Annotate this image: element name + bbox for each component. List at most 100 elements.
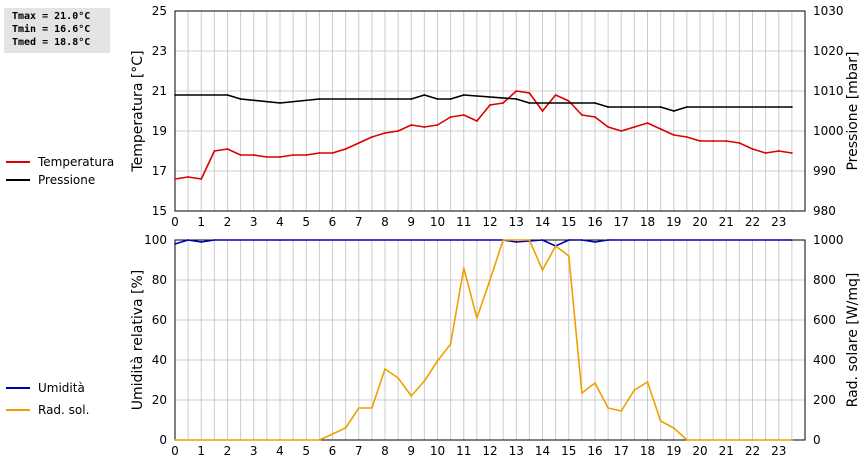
data-point-temperatura bbox=[252, 154, 255, 156]
data-point-temperatura bbox=[423, 126, 426, 128]
legend-label-rad-sol: Rad. sol. bbox=[38, 403, 89, 417]
data-point-pressione bbox=[449, 98, 452, 100]
data-point-temperatura bbox=[187, 176, 190, 178]
data-point-rad-sol bbox=[633, 389, 636, 391]
data-point-umidita bbox=[515, 241, 518, 243]
y-tick-label-left: 40 bbox=[152, 353, 167, 367]
data-point-temperatura bbox=[502, 102, 505, 104]
series-line-rad-sol bbox=[175, 239, 792, 441]
data-point-pressione bbox=[607, 106, 610, 108]
data-point-temperatura bbox=[475, 120, 478, 122]
y-tick-label-right: 980 bbox=[813, 204, 836, 218]
x-tick-label: 11 bbox=[456, 215, 471, 229]
data-point-pressione bbox=[423, 94, 426, 96]
x-tick-label: 0 bbox=[171, 215, 179, 229]
data-point-umidita bbox=[200, 241, 203, 243]
x-tick-label: 10 bbox=[430, 215, 445, 229]
data-point-temperatura bbox=[620, 130, 623, 132]
x-tick-label: 15 bbox=[561, 444, 576, 458]
data-point-temperatura bbox=[239, 154, 242, 156]
y-axis-title-right: Rad. solare [W/mq] bbox=[845, 273, 860, 408]
data-point-temperatura bbox=[751, 148, 754, 150]
data-point-temperatura bbox=[712, 140, 715, 142]
data-point-umidita bbox=[187, 239, 190, 241]
data-point-pressione bbox=[672, 110, 675, 112]
x-tick-label: 22 bbox=[745, 444, 760, 458]
data-point-umidita bbox=[790, 239, 793, 241]
data-point-temperatura bbox=[580, 114, 583, 116]
data-point-rad-sol bbox=[659, 420, 662, 422]
data-point-temperatura bbox=[200, 178, 203, 180]
x-tick-label: 6 bbox=[329, 444, 337, 458]
x-tick-label: 13 bbox=[509, 444, 524, 458]
data-point-rad-sol bbox=[489, 279, 491, 281]
data-point-rad-sol bbox=[699, 439, 701, 441]
x-tick-label: 17 bbox=[614, 444, 629, 458]
y-tick-label-left: 0 bbox=[159, 433, 167, 447]
y-tick-label-right: 200 bbox=[813, 393, 836, 407]
data-point-pressione bbox=[515, 98, 518, 100]
data-point-pressione bbox=[174, 94, 176, 96]
data-point-temperatura bbox=[318, 152, 321, 154]
legend-label-umidita: Umidità bbox=[38, 381, 85, 395]
tmed-text: Tmed = 18.8°C bbox=[12, 37, 91, 48]
x-tick-label: 4 bbox=[276, 215, 284, 229]
data-point-rad-sol bbox=[607, 407, 610, 409]
x-tick-label: 19 bbox=[666, 215, 681, 229]
y-tick-label-right: 400 bbox=[813, 353, 836, 367]
y-tick-label-right: 1000 bbox=[813, 233, 844, 247]
data-point-temperatura bbox=[279, 156, 281, 158]
data-point-rad-sol bbox=[475, 317, 478, 319]
data-point-temperatura bbox=[331, 152, 334, 154]
data-point-temperatura bbox=[410, 124, 413, 126]
data-point-rad-sol bbox=[554, 245, 557, 247]
humidity-solar-chart: 0 1 2 3 4 5 6 7 8 9 10 11 12 13 14 15 16 17 18 19 20 21 22 2302… bbox=[6, 233, 860, 458]
x-tick-label: 9 bbox=[407, 215, 415, 229]
data-point-temperatura bbox=[567, 100, 570, 102]
series-line-pressione bbox=[175, 94, 792, 112]
y-tick-label-right: 1030 bbox=[813, 4, 844, 18]
x-tick-label: 21 bbox=[719, 444, 734, 458]
data-point-pressione bbox=[594, 102, 596, 104]
x-tick-label: 1 bbox=[197, 215, 205, 229]
y-axis-title-left: Temperatura [°C] bbox=[130, 50, 146, 172]
x-tick-label: 20 bbox=[692, 215, 707, 229]
data-point-temperatura bbox=[633, 126, 636, 128]
y-tick-label-left: 20 bbox=[152, 393, 167, 407]
data-point-temperatura bbox=[344, 148, 347, 150]
data-point-temperatura bbox=[449, 116, 452, 118]
data-point-umidita bbox=[567, 239, 570, 241]
data-point-umidita bbox=[174, 243, 176, 245]
data-point-umidita bbox=[607, 239, 610, 241]
data-point-rad-sol bbox=[384, 368, 386, 370]
data-point-rad-sol bbox=[423, 380, 426, 382]
y-tick-label-left: 25 bbox=[152, 4, 167, 18]
data-point-temperatura bbox=[357, 142, 360, 144]
data-point-rad-sol bbox=[318, 439, 321, 441]
x-tick-label: 10 bbox=[430, 444, 445, 458]
x-tick-label: 23 bbox=[771, 215, 786, 229]
x-tick-label: 18 bbox=[640, 215, 655, 229]
data-point-rad-sol bbox=[449, 343, 452, 345]
series-line-umidita bbox=[174, 239, 792, 247]
x-tick-label: 13 bbox=[509, 215, 524, 229]
data-point-pressione bbox=[318, 98, 321, 100]
x-tick-label: 2 bbox=[224, 444, 232, 458]
tmax-text: Tmax = 21.0°C bbox=[12, 11, 91, 22]
x-tick-label: 6 bbox=[329, 215, 337, 229]
data-point-temperatura bbox=[489, 104, 491, 106]
data-point-temperatura bbox=[699, 140, 701, 142]
y-tick-label-left: 23 bbox=[152, 44, 167, 58]
x-tick-label: 0 bbox=[171, 444, 179, 458]
x-tick-label: 19 bbox=[666, 444, 681, 458]
data-point-rad-sol bbox=[397, 377, 400, 379]
data-point-rad-sol bbox=[685, 439, 688, 441]
x-tick-label: 14 bbox=[535, 215, 550, 229]
data-point-umidita bbox=[213, 239, 216, 241]
x-tick-label: 21 bbox=[719, 215, 734, 229]
data-point-pressione bbox=[239, 98, 242, 100]
data-point-temperatura bbox=[292, 154, 295, 156]
data-point-rad-sol bbox=[541, 269, 544, 271]
data-point-temperatura bbox=[305, 154, 308, 156]
x-tick-label: 23 bbox=[771, 444, 786, 458]
